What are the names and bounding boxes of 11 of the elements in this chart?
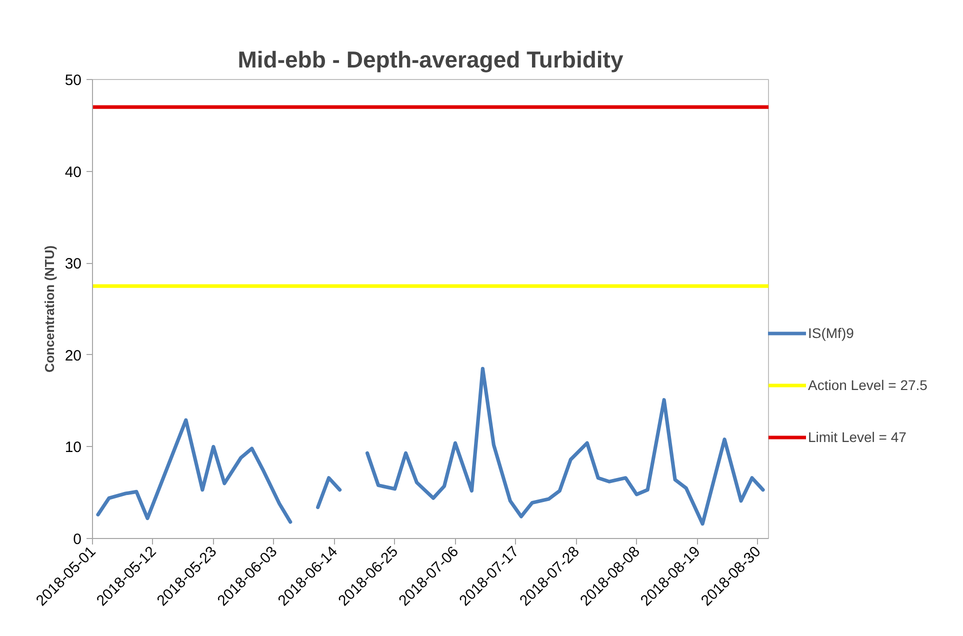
y-tick-label: 30 — [64, 256, 82, 273]
legend-label: Limit Level = 47 — [808, 429, 906, 445]
y-tick-label: 50 — [64, 72, 82, 89]
y-axis-title: Concentration (NTU) — [42, 245, 57, 373]
y-tick-label: 10 — [64, 439, 82, 456]
y-tick-label: 40 — [64, 164, 82, 181]
y-tick-label: 20 — [64, 347, 82, 364]
legend-label: Action Level = 27.5 — [808, 377, 928, 393]
chart-title: Mid-ebb - Depth-averaged Turbidity — [238, 46, 624, 72]
y-tick-label: 0 — [73, 531, 82, 548]
legend-label: IS(Mf)9 — [808, 325, 854, 341]
